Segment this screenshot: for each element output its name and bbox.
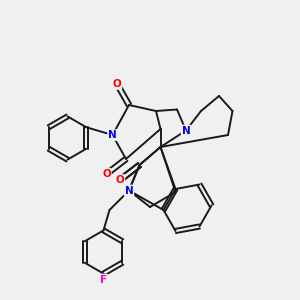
Text: F: F [100,274,107,285]
Text: O: O [102,169,111,179]
Text: N: N [124,185,134,196]
Text: N: N [182,125,190,136]
Text: N: N [108,130,117,140]
Text: O: O [112,79,122,89]
Text: O: O [116,175,124,185]
